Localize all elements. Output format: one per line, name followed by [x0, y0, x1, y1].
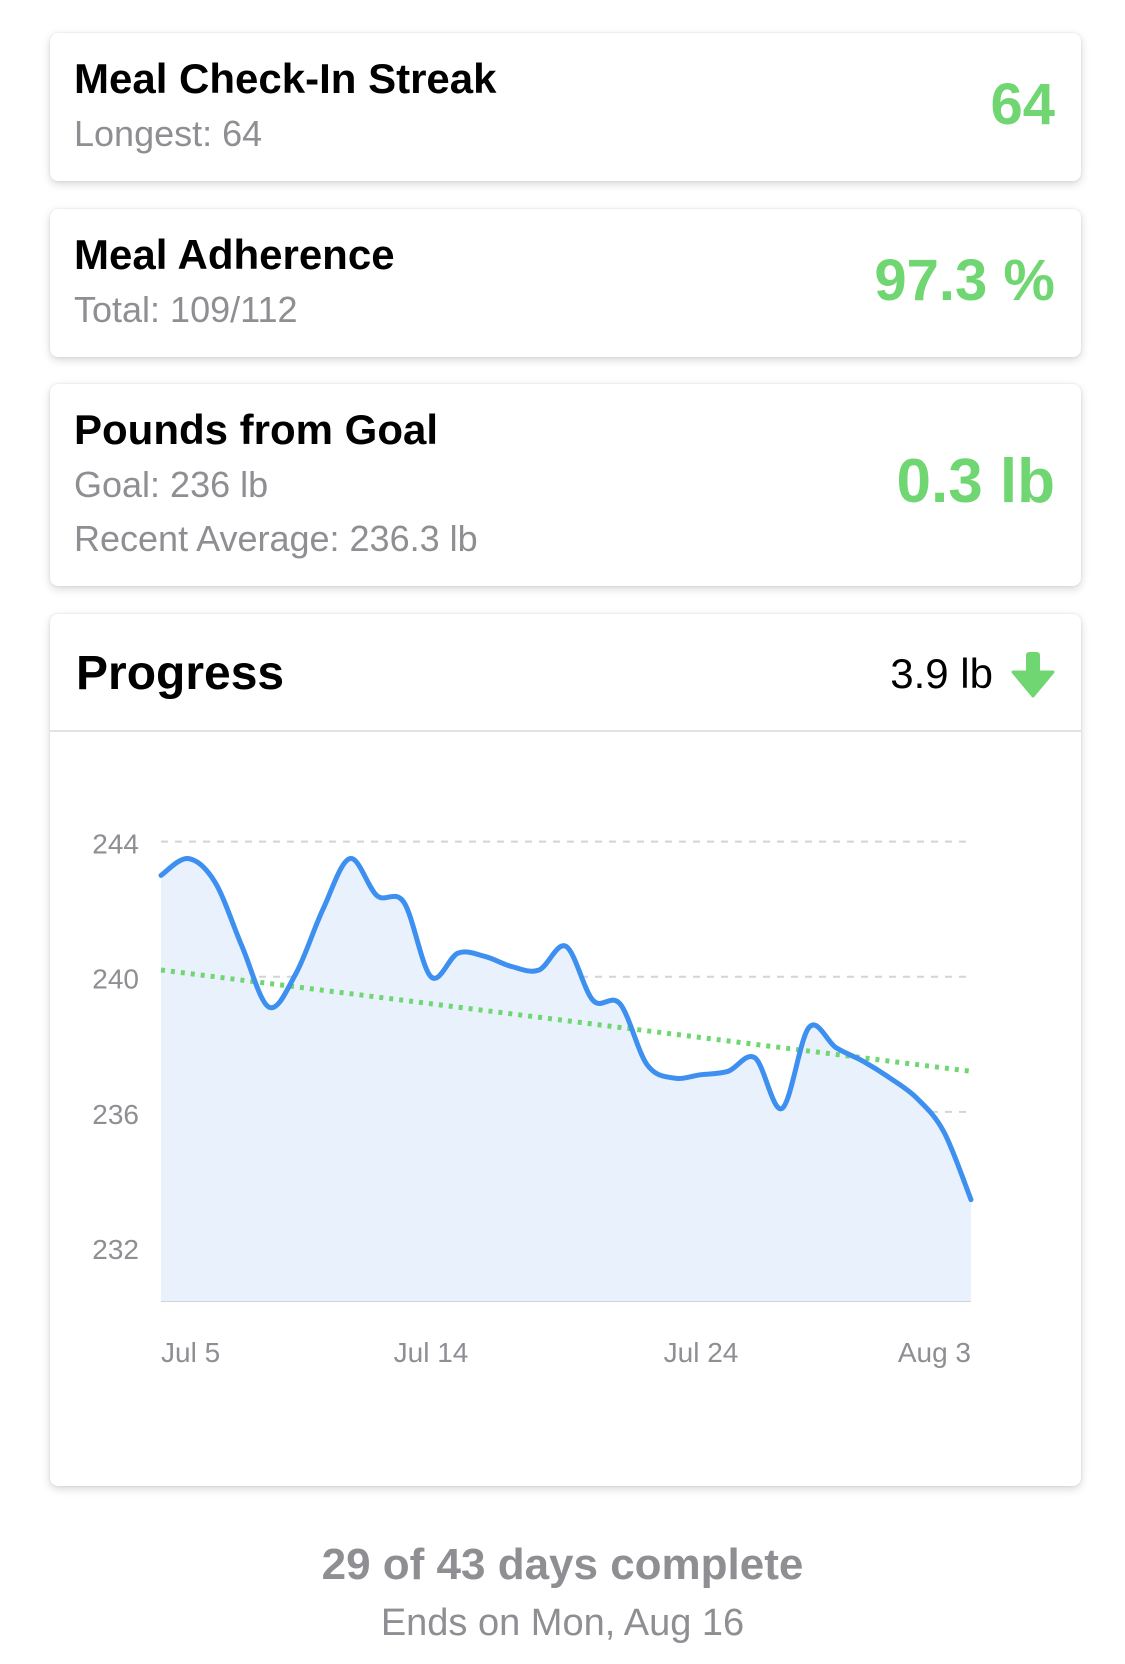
- progress-title: Progress: [76, 647, 285, 700]
- x-tick-label: Jul 5: [161, 1337, 220, 1368]
- x-tick-label: Jul 24: [664, 1337, 739, 1368]
- streak-value: 64: [990, 72, 1055, 137]
- area-fill: [161, 858, 971, 1301]
- adherence-title: Meal Adherence: [74, 231, 395, 278]
- y-tick-label: 244: [92, 829, 139, 860]
- recent-average: Recent Average: 236.3 lb: [74, 518, 478, 559]
- progress-change: 3.9 lb: [890, 650, 993, 697]
- trend-line: [160, 967, 972, 1074]
- x-tick-labels: Jul 5 Jul 14 Jul 24 Aug 3: [161, 1337, 971, 1368]
- x-tick-label: Jul 14: [394, 1337, 469, 1368]
- goal-value: 0.3 lb: [896, 447, 1055, 516]
- arrow-down-icon: [1011, 652, 1055, 698]
- weight-line: [158, 856, 974, 1203]
- trend-line-path: [160, 967, 972, 1074]
- days-complete: 29 of 43 days complete: [321, 1540, 804, 1589]
- adherence-card[interactable]: Meal Adherence Total: 109/112 97.3 %: [50, 209, 1081, 357]
- weight-chart: 244 240 236 232 Jul 5 Jul 14 Jul 24 Aug 3: [92, 829, 974, 1368]
- adherence-value: 97.3 %: [874, 248, 1055, 313]
- weight-line-path: [158, 856, 974, 1203]
- x-tick-label: Aug 3: [898, 1337, 971, 1368]
- end-date: Ends on Mon, Aug 16: [380, 1602, 745, 1644]
- goal-title: Pounds from Goal: [74, 406, 439, 453]
- y-tick-label: 232: [92, 1234, 139, 1265]
- goal-card[interactable]: Pounds from Goal Goal: 236 lb Recent Ave…: [50, 384, 1081, 586]
- y-tick-label: 240: [92, 964, 139, 995]
- progress-header: Progress 3.9 lb: [50, 614, 1081, 732]
- area-path: [161, 858, 971, 1301]
- y-tick-labels: 244 240 236 232: [92, 829, 139, 1265]
- y-tick-label: 236: [92, 1099, 139, 1130]
- streak-title: Meal Check-In Streak: [74, 55, 497, 102]
- streak-card[interactable]: Meal Check-In Streak Longest: 64 64: [50, 33, 1081, 181]
- streak-longest: Longest: 64: [74, 113, 263, 154]
- goal-weight: Goal: 236 lb: [74, 464, 269, 505]
- adherence-total: Total: 109/112: [74, 289, 298, 330]
- progress-card[interactable]: Progress 3.9 lb 244 240 236 232 Jul 5 Jul 14…: [50, 614, 1081, 1486]
